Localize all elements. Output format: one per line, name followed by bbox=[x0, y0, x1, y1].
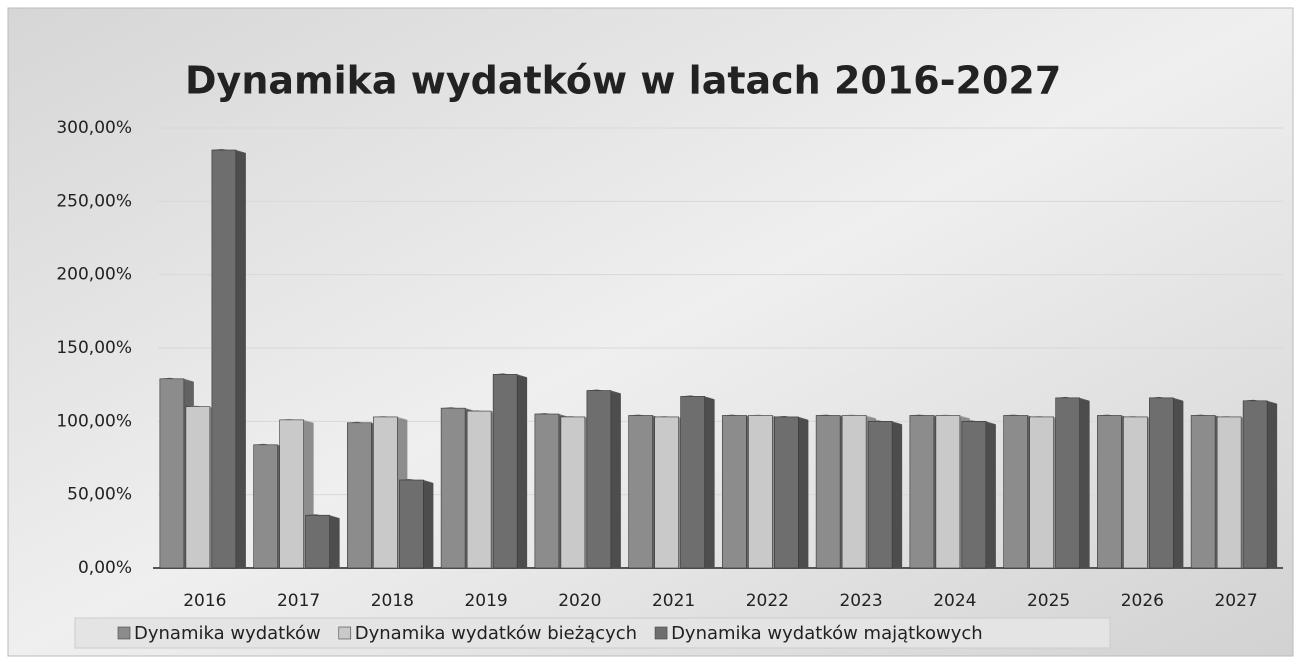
y-tick-label: 150,00% bbox=[56, 338, 132, 358]
x-tick-label: 2020 bbox=[558, 591, 601, 611]
bar bbox=[680, 396, 705, 569]
bar bbox=[253, 444, 278, 569]
x-tick-label: 2019 bbox=[464, 591, 507, 611]
bar bbox=[586, 390, 612, 569]
y-tick-label: 200,00% bbox=[56, 265, 132, 285]
bar bbox=[935, 415, 961, 569]
legend-label: Dynamika wydatków bbox=[134, 623, 321, 644]
x-tick-label: 2022 bbox=[746, 591, 789, 611]
legend-swatch bbox=[338, 626, 352, 640]
bar bbox=[722, 415, 747, 569]
bar-side bbox=[1173, 397, 1184, 568]
bar bbox=[534, 413, 560, 569]
legend-swatch bbox=[654, 626, 668, 640]
bar bbox=[1003, 415, 1028, 569]
bar bbox=[560, 416, 586, 569]
legend-label: Dynamika wydatków bieżących bbox=[355, 623, 637, 644]
bar bbox=[1190, 415, 1216, 569]
bar bbox=[440, 407, 466, 569]
y-tick-label: 100,00% bbox=[56, 411, 132, 431]
bar bbox=[347, 422, 372, 569]
x-tick-label: 2026 bbox=[1121, 591, 1164, 611]
bar bbox=[867, 421, 893, 569]
bar bbox=[841, 415, 867, 569]
bar bbox=[1149, 397, 1174, 569]
legend-swatch bbox=[117, 626, 131, 640]
bar bbox=[185, 406, 211, 569]
bar bbox=[628, 415, 653, 569]
bar bbox=[373, 416, 398, 569]
legend-box bbox=[74, 617, 1111, 649]
bar bbox=[211, 149, 237, 569]
chart-title: Dynamika wydatków w latach 2016-2027 bbox=[185, 59, 1061, 103]
bar bbox=[654, 416, 679, 569]
bar bbox=[159, 378, 185, 569]
x-tick-label: 2024 bbox=[933, 591, 976, 611]
bar-side bbox=[892, 421, 903, 568]
x-tick-label: 2023 bbox=[839, 591, 882, 611]
y-tick-label: 0,00% bbox=[78, 558, 132, 578]
bar-side bbox=[798, 416, 809, 568]
bar bbox=[492, 374, 518, 569]
bar bbox=[399, 479, 424, 569]
bar bbox=[1029, 416, 1054, 569]
y-tick-label: 300,00% bbox=[56, 118, 132, 138]
bar bbox=[279, 419, 304, 569]
y-tick-label: 250,00% bbox=[56, 191, 132, 211]
bar-side bbox=[235, 150, 246, 568]
x-tick-label: 2018 bbox=[371, 591, 414, 611]
bar bbox=[1242, 400, 1268, 569]
bar bbox=[466, 410, 492, 569]
bar-side bbox=[1267, 400, 1278, 568]
bar-side bbox=[610, 390, 621, 568]
bar bbox=[1055, 397, 1080, 569]
bar bbox=[748, 415, 773, 569]
bar bbox=[774, 416, 799, 569]
bar bbox=[815, 415, 841, 569]
bar-side bbox=[1079, 397, 1090, 568]
bar-side bbox=[985, 421, 996, 568]
x-tick-label: 2021 bbox=[652, 591, 695, 611]
bar-side bbox=[517, 374, 528, 568]
x-tick-label: 2016 bbox=[183, 591, 226, 611]
bar bbox=[1216, 416, 1242, 569]
y-tick-label: 50,00% bbox=[67, 485, 132, 505]
x-tick-label: 2025 bbox=[1027, 591, 1070, 611]
bar bbox=[961, 421, 987, 569]
bar-side bbox=[329, 515, 340, 568]
x-tick-label: 2017 bbox=[277, 591, 320, 611]
bar bbox=[1097, 415, 1122, 569]
bar-side bbox=[704, 396, 715, 568]
x-tick-label: 2027 bbox=[1214, 591, 1257, 611]
bar-side bbox=[423, 480, 434, 568]
bar bbox=[305, 514, 330, 569]
bar bbox=[1123, 416, 1148, 569]
legend-label: Dynamika wydatków majątkowych bbox=[671, 623, 983, 644]
bar bbox=[909, 415, 935, 569]
